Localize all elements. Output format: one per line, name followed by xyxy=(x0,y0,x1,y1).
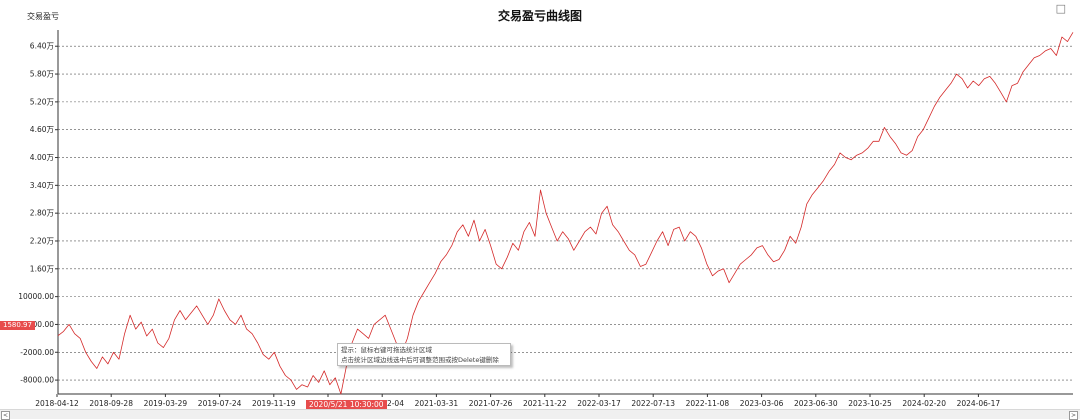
x-tick-label: 2024-06-17 xyxy=(957,399,1001,408)
x-tick-label: 2022-03-17 xyxy=(577,399,621,408)
x-tick-label: 2022-11-08 xyxy=(686,399,730,408)
x-tick-label: 2023-10-25 xyxy=(848,399,892,408)
cursor-date-badge: 2020/5/21 10:30:00 xyxy=(306,400,387,409)
hint-line-1: 提示：鼠标右键可拖选统计区域 xyxy=(341,346,432,354)
x-tick-label: 2024-02-20 xyxy=(902,399,946,408)
horizontal-scrollbar[interactable]: < > xyxy=(0,409,1080,420)
y-tick-label: 4.60万 xyxy=(30,125,55,134)
x-tick-label: 2019-11-19 xyxy=(252,399,296,408)
x-tick-label: 2023-03-06 xyxy=(740,399,784,408)
x-tick-label: 2018-09-28 xyxy=(89,399,133,408)
close-icon[interactable]: □ xyxy=(1055,2,1066,15)
y-tick-label: 4000.00 xyxy=(23,320,54,329)
y-tick-label: 1.60万 xyxy=(30,264,55,273)
y-tick-label: 4.00万 xyxy=(30,153,55,162)
x-tick-label: 2019-07-24 xyxy=(198,399,242,408)
equity-curve-line xyxy=(57,32,1074,395)
x-tick-label: 2023-06-30 xyxy=(794,399,838,408)
x-tick-label: 2022-07-13 xyxy=(631,399,675,408)
y-tick-label: 6.40万 xyxy=(30,42,55,51)
y-tick-label: 5.20万 xyxy=(30,97,55,106)
x-tick-label: 2019-03-29 xyxy=(144,399,188,408)
x-tick-label: 2021-07-26 xyxy=(469,399,513,408)
chart-title: 交易盈亏曲线图 xyxy=(497,9,582,23)
y-tick-label: 2.20万 xyxy=(30,236,55,245)
y-axis-unit-label: 交易盈亏 xyxy=(27,12,59,21)
y-tick-label: 10000.00 xyxy=(18,292,54,301)
y-tick-label: 3.40万 xyxy=(30,181,55,190)
x-tick-label: 2021-03-31 xyxy=(415,399,459,408)
y-tick-label: -8000.00 xyxy=(20,376,54,385)
y-tick-label: 2.80万 xyxy=(30,209,55,218)
y-tick-label: -2000.00 xyxy=(20,348,54,357)
y-tick-label: 5.80万 xyxy=(30,70,55,79)
x-tick-label: 2018-04-12 xyxy=(35,399,79,408)
current-value-badge: 1580.97 xyxy=(0,321,35,330)
hint-line-2: 点击统计区域边线选中后可调整范围或按Delete键删除 xyxy=(341,356,499,364)
x-tick-label: 2021-11-22 xyxy=(523,399,567,408)
hint-tooltip: 提示：鼠标右键可拖选统计区域 点击统计区域边线选中后可调整范围或按Delete键… xyxy=(337,343,511,366)
